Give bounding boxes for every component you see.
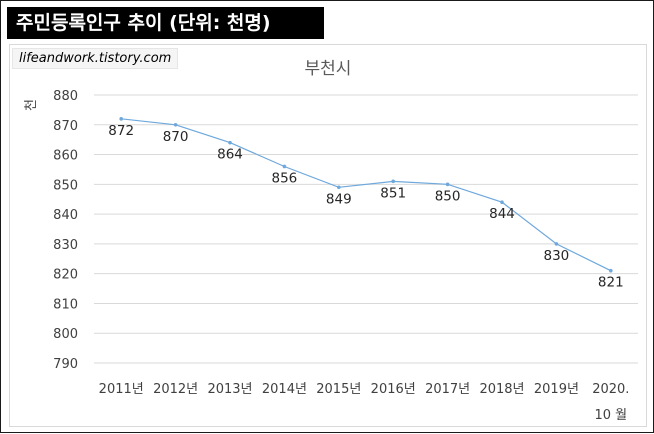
y-tick-label: 850 [53, 178, 78, 193]
x-tick-labels: 2011년 2012년 2013년 2014년 2015년 2016년 2017년 2018년… [99, 382, 630, 423]
x-tick-label: 2020. 10 월 [592, 382, 629, 423]
x-tick-label: 2017년 [425, 382, 470, 397]
data-label: 864 [217, 147, 243, 163]
y-tick-label: 810 [53, 297, 78, 312]
x-tick-label: 2019년 [534, 382, 579, 397]
data-point [391, 179, 396, 184]
data-label: 872 [108, 123, 134, 139]
data-label: 856 [272, 170, 298, 186]
y-tick-label: 840 [53, 208, 78, 223]
data-point [500, 200, 504, 204]
data-labels: 872 870 864 856 849 851 850 844 830 821 [108, 123, 623, 291]
data-label: 870 [163, 129, 189, 145]
y-tick-labels: 790 800 810 820 830 840 850 860 870 880 [53, 89, 78, 372]
source-watermark: lifeandwork.tistory.com [12, 48, 179, 69]
y-tick-label: 830 [53, 238, 78, 253]
data-point [337, 185, 341, 190]
series-line [121, 118, 612, 272]
data-point [173, 122, 178, 127]
y-tick-label: 820 [53, 268, 78, 283]
y-tick-label: 860 [53, 149, 78, 164]
y-tick-label: 790 [53, 357, 78, 372]
x-tick-label: 2011년 [99, 382, 144, 397]
y-tick-label: 800 [53, 327, 78, 342]
data-label: 830 [544, 248, 570, 264]
data-point [554, 242, 559, 246]
chart-title: 부천시 [305, 59, 352, 79]
data-label: 844 [489, 206, 515, 222]
x-tick-label: 2015년 [316, 382, 361, 397]
data-label: 849 [326, 191, 352, 207]
data-point [609, 268, 613, 273]
data-point [282, 164, 287, 169]
data-point [445, 182, 450, 187]
x-tick-label: 2012년 [153, 382, 198, 397]
data-label: 821 [598, 275, 624, 291]
x-tick-label: 2013년 [207, 382, 252, 397]
data-points [119, 117, 613, 273]
data-label: 850 [435, 188, 461, 204]
x-tick-label: 2014년 [262, 382, 307, 397]
x-tick-label: 2018년 [479, 382, 524, 397]
data-point [228, 140, 232, 145]
data-point [119, 117, 123, 121]
y-tick-label: 870 [53, 119, 78, 134]
page-title: 주민등록인구 추이 (단위: 천명) [7, 7, 324, 39]
data-label: 851 [380, 185, 406, 201]
y-axis-label: 천 [24, 99, 39, 111]
y-tick-label: 880 [53, 89, 78, 104]
x-tick-label: 2016년 [371, 382, 416, 397]
